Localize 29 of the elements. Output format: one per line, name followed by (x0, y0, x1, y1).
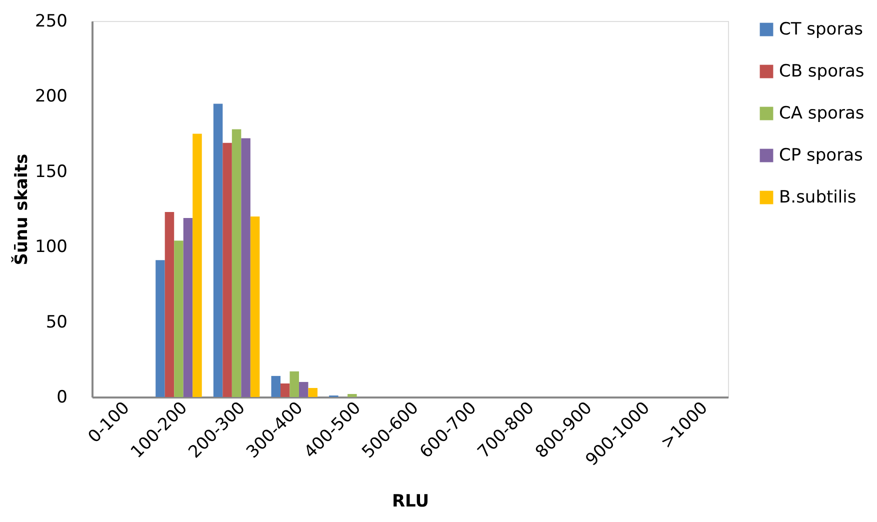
legend-label: CT sporas (779, 20, 864, 40)
bar (241, 138, 250, 397)
y-tick-label: 150 (35, 162, 68, 182)
bar (222, 142, 232, 397)
bar (250, 216, 260, 397)
bar (174, 240, 184, 397)
bar (280, 383, 290, 397)
legend-label: CP sporas (779, 146, 863, 166)
bar (156, 260, 165, 397)
y-tick-label: 50 (46, 312, 68, 332)
legend-label: CB sporas (779, 62, 864, 82)
y-tick-label: 200 (35, 86, 68, 107)
y-tick-label: 250 (35, 12, 68, 32)
bar (164, 212, 174, 397)
legend-label: B.subtilis (779, 188, 856, 208)
bar (213, 104, 223, 397)
legend-label: CA sporas (779, 104, 864, 124)
y-tick-label: 100 (35, 237, 68, 258)
bar (192, 134, 202, 397)
y-tick-label: 0 (56, 388, 68, 408)
y-axis-title: Šūnu skaits (11, 154, 32, 266)
bar (298, 382, 308, 397)
x-axis-title: RLU (392, 492, 430, 512)
bar (232, 129, 242, 397)
bar (271, 376, 280, 397)
bar (183, 218, 193, 397)
bar (308, 388, 318, 397)
bar (348, 394, 357, 397)
bar (290, 371, 299, 397)
